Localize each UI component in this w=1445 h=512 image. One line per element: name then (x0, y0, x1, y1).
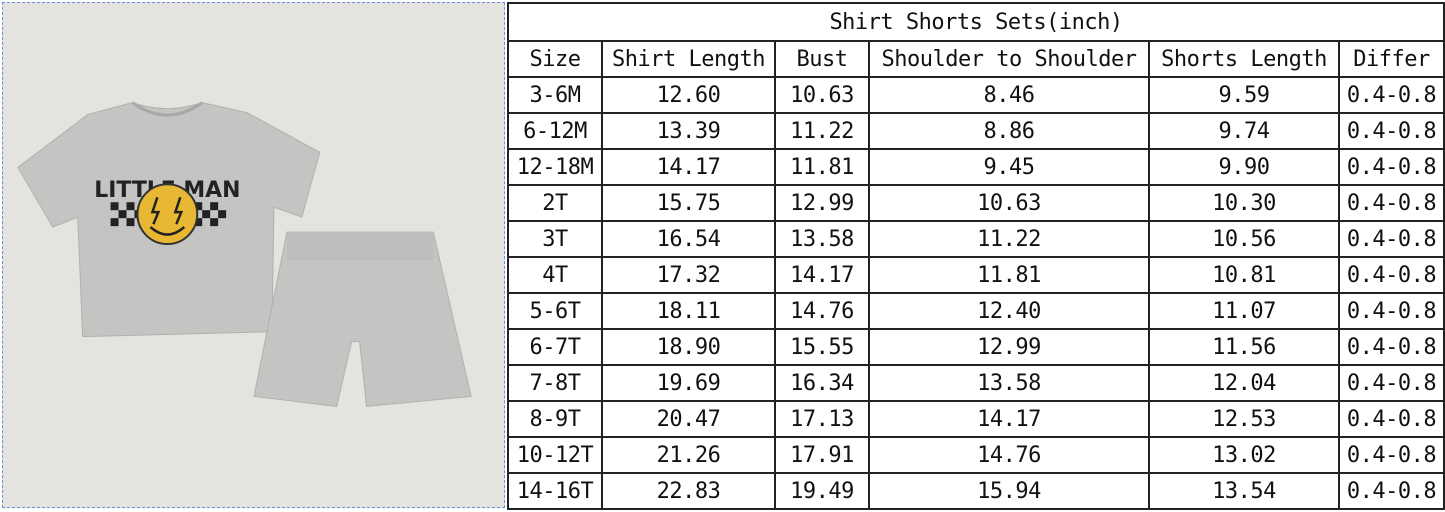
table-cell: 7-8T (507, 364, 603, 402)
table-cell: 18.11 (601, 292, 776, 330)
table-cell: 10.81 (1148, 256, 1340, 294)
table-cell: 11.81 (868, 256, 1150, 294)
table-cell: 12.99 (868, 328, 1150, 366)
table-cell: 10.63 (868, 184, 1150, 222)
table-row: 6-12M 13.39 11.22 8.86 9.74 0.4-0.8 (507, 112, 1445, 150)
table-cell: 0.4-0.8 (1337, 472, 1445, 510)
table-cell: 0.4-0.8 (1337, 436, 1445, 474)
table-cell: 14.17 (774, 256, 870, 294)
column-header: Differ (1337, 40, 1445, 78)
table-cell: 14.17 (868, 400, 1150, 438)
table-row: 7-8T 19.69 16.34 13.58 12.04 0.4-0.8 (507, 364, 1445, 402)
table-cell: 9.74 (1148, 112, 1340, 150)
table-cell: 0.4-0.8 (1337, 112, 1445, 150)
table-cell: 5-6T (507, 292, 603, 330)
table-cell: 16.34 (774, 364, 870, 402)
table-cell: 8.86 (868, 112, 1150, 150)
table-cell: 0.4-0.8 (1337, 328, 1445, 366)
table-cell: 10.56 (1148, 220, 1340, 258)
table-cell: 11.07 (1148, 292, 1340, 330)
table-cell: 19.49 (774, 472, 870, 510)
table-cell: 14.76 (868, 436, 1150, 474)
table-cell: 3-6M (507, 76, 603, 114)
column-header: Shorts Length (1148, 40, 1340, 78)
table-cell: 0.4-0.8 (1337, 76, 1445, 114)
table-cell: 4T (507, 256, 603, 294)
table-cell: 14.76 (774, 292, 870, 330)
table-cell: 20.47 (601, 400, 776, 438)
table-row: 3-6M 12.60 10.63 8.46 9.59 0.4-0.8 (507, 76, 1445, 114)
column-header: Bust (774, 40, 870, 78)
shirt-shorts-set-image: LITTLE MAN (3, 3, 504, 507)
table-row: 3T 16.54 13.58 11.22 10.56 0.4-0.8 (507, 220, 1445, 258)
table-cell: 17.32 (601, 256, 776, 294)
table-cell: 11.56 (1148, 328, 1340, 366)
table-cell: 13.39 (601, 112, 776, 150)
table-cell: 14.17 (601, 148, 776, 186)
table-cell: 21.26 (601, 436, 776, 474)
table-cell: 17.13 (774, 400, 870, 438)
table-cell: 11.22 (774, 112, 870, 150)
table-row: 14-16T 22.83 19.49 15.94 13.54 0.4-0.8 (507, 472, 1445, 510)
shorts (253, 231, 472, 407)
table-cell: 0.4-0.8 (1337, 400, 1445, 438)
table-cell: 18.90 (601, 328, 776, 366)
table-cell: 12.60 (601, 76, 776, 114)
table-cell: 12.99 (774, 184, 870, 222)
table-row: 4T 17.32 14.17 11.81 10.81 0.4-0.8 (507, 256, 1445, 294)
table-cell: 13.58 (868, 364, 1150, 402)
table-row: 2T 15.75 12.99 10.63 10.30 0.4-0.8 (507, 184, 1445, 222)
table-cell: 19.69 (601, 364, 776, 402)
table-cell: 10.63 (774, 76, 870, 114)
table-cell: 16.54 (601, 220, 776, 258)
size-chart-table: Shirt Shorts Sets(inch) Size Shirt Length… (506, 2, 1445, 510)
table-cell: 15.75 (601, 184, 776, 222)
table-cell: 15.94 (868, 472, 1150, 510)
table-cell: 13.58 (774, 220, 870, 258)
table-cell: 6-12M (507, 112, 603, 150)
table-title: Shirt Shorts Sets(inch) (506, 2, 1445, 42)
table-row: 8-9T 20.47 17.13 14.17 12.53 0.4-0.8 (507, 400, 1445, 438)
table-cell: 2T (507, 184, 603, 222)
table-cell: 15.55 (774, 328, 870, 366)
column-header: Shoulder to Shoulder (868, 40, 1150, 78)
table-cell: 9.59 (1148, 76, 1340, 114)
table-cell: 12.40 (868, 292, 1150, 330)
table-cell: 10.30 (1148, 184, 1340, 222)
table-row: 10-12T 21.26 17.91 14.76 13.02 0.4-0.8 (507, 436, 1445, 474)
table-cell: 0.4-0.8 (1337, 148, 1445, 186)
table-cell: 10-12T (507, 436, 603, 474)
product-photo: LITTLE MAN (2, 2, 505, 508)
table-cell: 0.4-0.8 (1337, 256, 1445, 294)
table-row: 6-7T 18.90 15.55 12.99 11.56 0.4-0.8 (507, 328, 1445, 366)
table-cell: 8.46 (868, 76, 1150, 114)
table-row: 5-6T 18.11 14.76 12.40 11.07 0.4-0.8 (507, 292, 1445, 330)
table-cell: 9.45 (868, 148, 1150, 186)
header-row: Size Shirt Length Bust Shoulder to Shoulder… (507, 40, 1445, 78)
table-cell: 8-9T (507, 400, 603, 438)
table-cell: 13.54 (1148, 472, 1340, 510)
column-header: Size (507, 40, 603, 78)
table-cell: 12.53 (1148, 400, 1340, 438)
table-cell: 12-18M (507, 148, 603, 186)
table-cell: 6-7T (507, 328, 603, 366)
table-cell: 0.4-0.8 (1337, 364, 1445, 402)
table-cell: 12.04 (1148, 364, 1340, 402)
table-row: 12-18M 14.17 11.81 9.45 9.90 0.4-0.8 (507, 148, 1445, 186)
table-cell: 17.91 (774, 436, 870, 474)
table-cell: 14-16T (507, 472, 603, 510)
smiley-face-icon (136, 183, 199, 246)
column-header: Shirt Length (601, 40, 776, 78)
table-cell: 13.02 (1148, 436, 1340, 474)
table-cell: 9.90 (1148, 148, 1340, 186)
table-cell: 22.83 (601, 472, 776, 510)
table-cell: 11.81 (774, 148, 870, 186)
table-cell: 0.4-0.8 (1337, 292, 1445, 330)
table-cell: 0.4-0.8 (1337, 184, 1445, 222)
checkered-flag-right (194, 202, 227, 227)
table-cell: 0.4-0.8 (1337, 220, 1445, 258)
table-cell: 11.22 (868, 220, 1150, 258)
table-cell: 3T (507, 220, 603, 258)
